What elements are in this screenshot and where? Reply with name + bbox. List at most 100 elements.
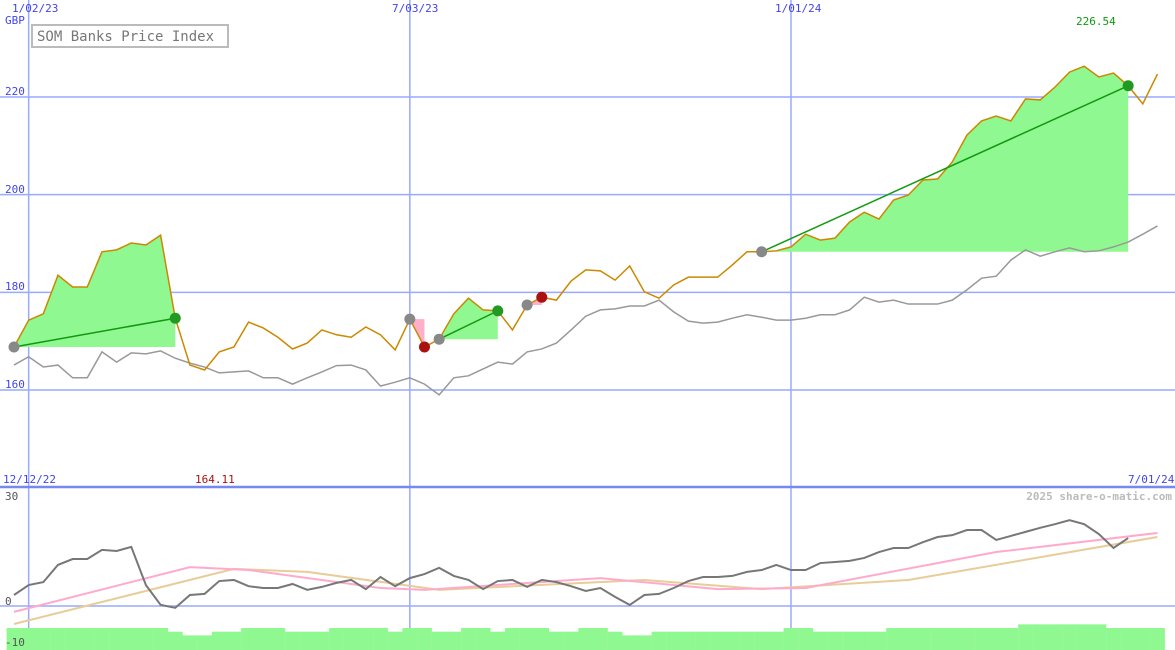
volume-bar: [505, 628, 520, 650]
exit-marker: [418, 341, 430, 353]
volume-bar: [607, 631, 623, 650]
title-box: [31, 24, 229, 48]
volume-bar: [94, 628, 110, 650]
volume-bar: [358, 628, 374, 650]
volume-bar: [959, 628, 975, 650]
min-value-label: 164.11: [195, 473, 235, 486]
volume-bar: [226, 631, 242, 650]
x-tick-label: 7/03/23: [392, 2, 438, 15]
volume-bar: [109, 628, 125, 650]
volume-bar: [651, 631, 667, 650]
lower-end-date: 7/01/24: [1128, 473, 1175, 486]
volume-bar: [387, 631, 403, 650]
volume-bar: [563, 631, 579, 650]
volume-bar: [695, 631, 711, 650]
x-tick-label: 1/02/23: [12, 2, 58, 15]
y-tick-label: 180: [5, 280, 25, 293]
volume-bar: [578, 628, 594, 650]
volume-bar: [343, 628, 359, 650]
exit-marker: [536, 291, 548, 303]
volume-bar: [739, 631, 755, 650]
trade-fills: [14, 66, 1129, 348]
y-tick-label: 220: [5, 85, 25, 98]
trade-area-gain: [761, 66, 1129, 252]
volume-bar: [636, 635, 652, 650]
trade-area-gain: [14, 235, 176, 348]
y-tick-label: 160: [5, 378, 25, 391]
volume-bar: [1106, 628, 1121, 650]
volume-bar: [944, 628, 960, 650]
volume-bar: [886, 628, 901, 650]
benchmark-line: [13, 225, 1158, 396]
volume-bar: [167, 631, 183, 650]
volume-bar: [197, 635, 212, 650]
volume-bar: [1076, 624, 1092, 650]
lower-start-date: 12/12/22: [3, 473, 56, 486]
trade-line: [761, 85, 1129, 253]
volume-bar: [1003, 628, 1019, 650]
volume-bar: [50, 628, 66, 650]
price-line: [13, 65, 1159, 371]
volume-bar: [182, 635, 198, 650]
volume-bar: [1135, 628, 1151, 650]
trade-markers: [8, 80, 1134, 353]
volume-bar: [768, 631, 784, 650]
volume-bar: [1120, 628, 1136, 650]
volume-bar: [710, 631, 726, 650]
osc-tick-label: -10: [5, 636, 25, 649]
volume-bar: [622, 635, 638, 650]
volume-bar: [79, 628, 95, 650]
momentum-line: [13, 519, 1129, 609]
volume-bar: [549, 631, 564, 650]
volume-bar: [827, 631, 843, 650]
series-lines: [13, 65, 1159, 396]
volume-bar: [153, 628, 168, 650]
chart-title: SOM Banks Price Index: [37, 29, 214, 45]
volume-bar: [35, 628, 51, 650]
volume-bar: [1047, 624, 1063, 650]
volume-bar: [1150, 628, 1165, 650]
trade-area-gain: [439, 298, 498, 340]
osc-tick-label: 30: [5, 490, 18, 503]
exit-marker: [1122, 80, 1134, 92]
volume-bar: [402, 628, 418, 650]
volume-bar: [519, 628, 535, 650]
volume-bar: [930, 628, 945, 650]
volume-bar: [65, 628, 81, 650]
volume-bar: [6, 628, 22, 650]
volume-bar: [1062, 624, 1077, 650]
volume-bar: [783, 628, 799, 650]
y-tick-label: 200: [5, 183, 25, 196]
volume-bar: [724, 631, 740, 650]
fast-average-line: [13, 531, 1158, 613]
volume-bar: [871, 631, 887, 650]
volume-bar: [461, 628, 476, 650]
volume-bar: [798, 628, 814, 650]
oscillator-panel: [6, 519, 1165, 650]
volume-bar: [680, 631, 696, 650]
volume-bar: [255, 628, 271, 650]
volume-bar: [446, 631, 462, 650]
volume-bar: [900, 628, 916, 650]
entry-marker: [404, 313, 416, 325]
x-tick-label: 1/01/24: [775, 2, 822, 15]
volume-bar: [534, 628, 550, 650]
volume-bar: [314, 631, 330, 650]
osc-tick-label: 0: [5, 595, 12, 608]
entry-marker: [8, 341, 20, 353]
exit-marker: [492, 305, 504, 317]
volume-bar: [299, 631, 315, 650]
volume-bar: [812, 631, 828, 650]
volume-bar: [1018, 624, 1033, 650]
volume-bar: [21, 628, 37, 650]
volume-bar: [373, 628, 388, 650]
entry-marker: [756, 246, 768, 258]
volume-bar: [417, 628, 432, 650]
volume-bar: [475, 628, 491, 650]
exit-marker: [169, 312, 181, 324]
entry-marker: [433, 333, 445, 345]
max-value-label: 226.54: [1076, 15, 1116, 28]
volume-bar: [138, 628, 154, 650]
volume-bar: [754, 631, 770, 650]
